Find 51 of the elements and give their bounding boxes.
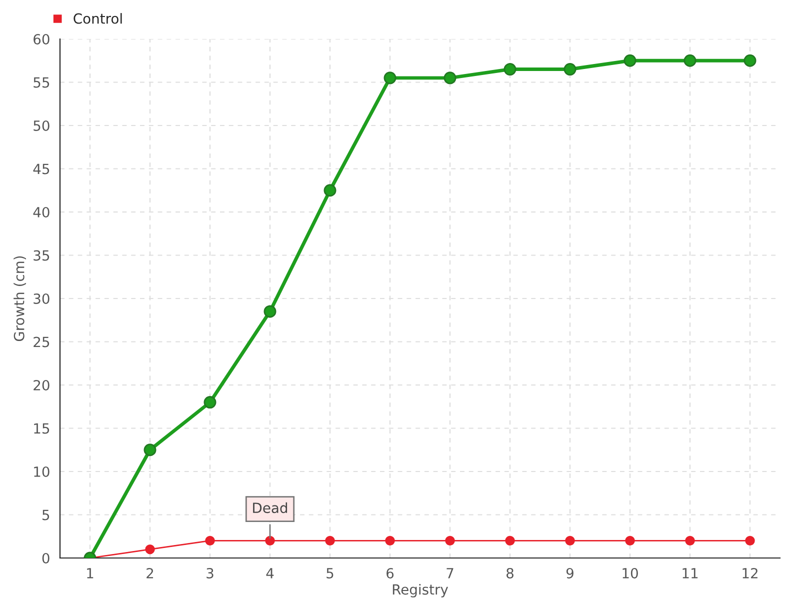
- x-tick-label: 9: [566, 568, 574, 578]
- annotation: Dead: [253, 502, 288, 514]
- point: [205, 536, 215, 546]
- point: [445, 536, 455, 546]
- y-tick-label: 50: [34, 120, 50, 131]
- point: [505, 536, 515, 546]
- point: [144, 444, 156, 456]
- x-tick-label: 10: [622, 568, 638, 578]
- point: [685, 536, 695, 546]
- y-tick-label: 40: [33, 206, 50, 218]
- x-tick-label: 12: [742, 568, 758, 578]
- point: [744, 54, 756, 67]
- y-tick-label: 30: [34, 293, 50, 304]
- point: [565, 536, 575, 546]
- point: [504, 63, 516, 76]
- point: [564, 63, 576, 76]
- point: [385, 536, 395, 546]
- x-tick-label: 4: [266, 568, 274, 578]
- point: [324, 184, 336, 197]
- y-tick-label: 0: [42, 552, 50, 564]
- legend-label: Control: [74, 13, 122, 24]
- point: [204, 396, 216, 409]
- y-tick-label: 45: [33, 164, 50, 174]
- x-axis-title: Registry: [392, 584, 448, 598]
- y-tick-label: 60: [34, 34, 50, 44]
- y-tick-label: 35: [34, 250, 50, 261]
- point: [325, 536, 335, 546]
- x-tick-label: 7: [446, 568, 454, 578]
- x-tick-label: 8: [506, 568, 514, 578]
- x-tick-label: 2: [146, 568, 154, 578]
- y-tick-label: 55: [34, 77, 50, 88]
- y-tick-label: 10: [34, 466, 50, 477]
- point: [145, 544, 155, 554]
- y-axis-title: Growth (cm): [14, 256, 26, 342]
- x-tick-label: 5: [326, 568, 334, 578]
- y-tick-label: 5: [42, 510, 50, 520]
- x-tick-label: 1: [87, 568, 94, 578]
- point: [264, 305, 276, 318]
- x-tick-label: 6: [386, 568, 394, 578]
- point: [444, 72, 456, 84]
- x-tick-label: 3: [206, 568, 214, 578]
- point: [265, 536, 275, 546]
- point: [624, 54, 636, 67]
- point: [745, 536, 755, 546]
- point: [684, 54, 696, 67]
- y-tick-label: 20: [34, 380, 50, 390]
- point: [384, 72, 396, 84]
- x-tick-label: 11: [682, 568, 698, 578]
- point: [625, 536, 635, 546]
- y-tick-label: 25: [34, 336, 50, 348]
- y-tick-label: 15: [34, 423, 50, 434]
